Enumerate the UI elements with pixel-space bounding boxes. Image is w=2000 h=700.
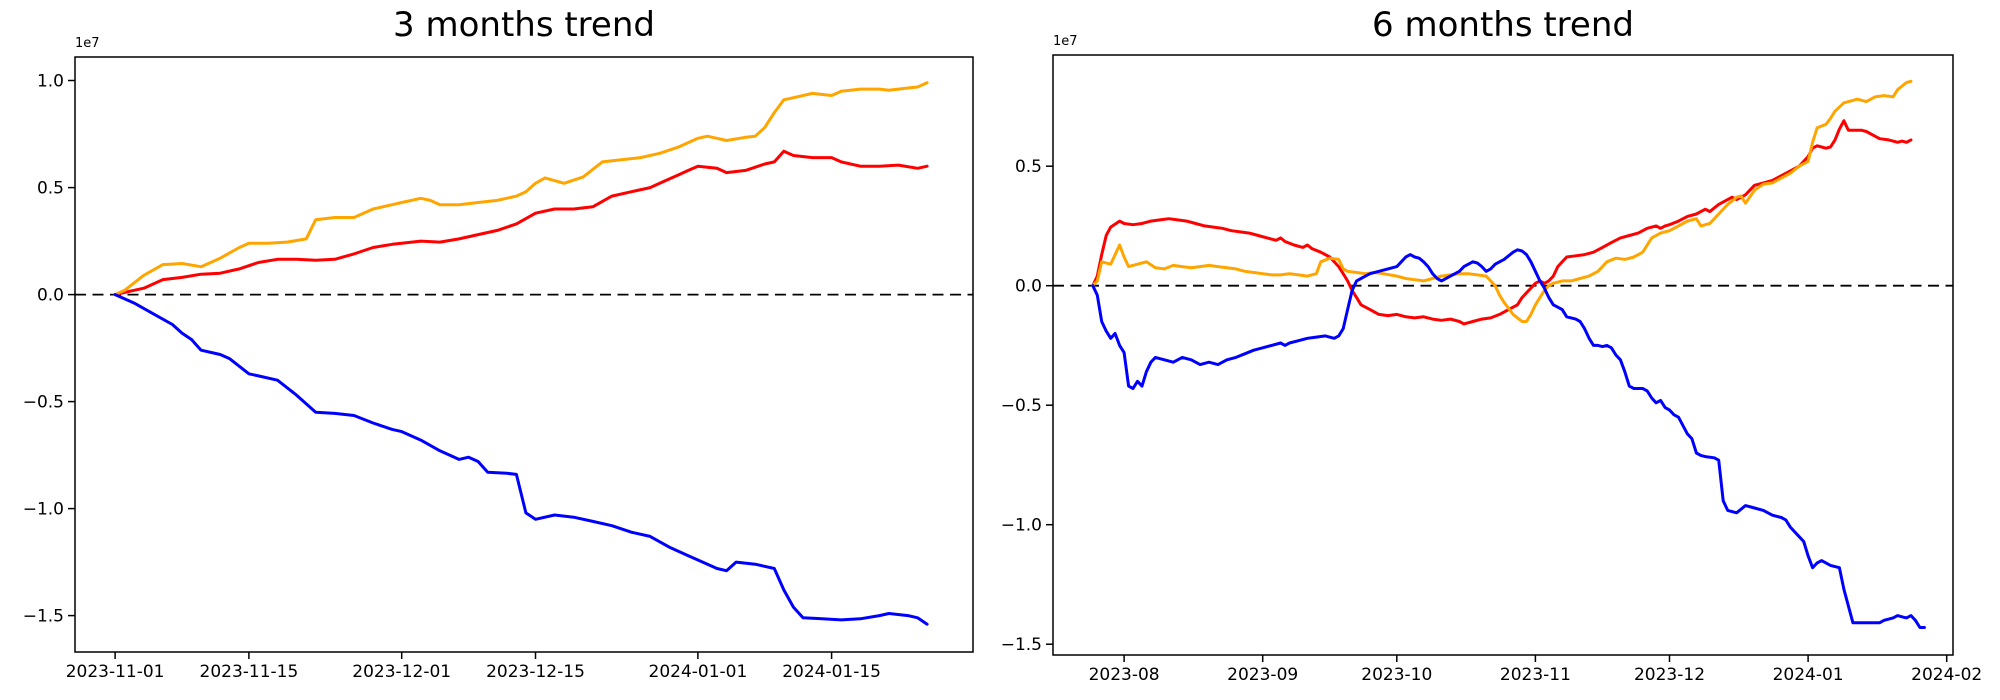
x-tick-label: 2023-12-01 <box>352 662 451 682</box>
x-tick-label: 2024-01-01 <box>649 662 748 682</box>
y-tick-label: −1.0 <box>1001 516 1042 536</box>
x-tick-label: 2023-11 <box>1500 665 1571 685</box>
x-tick-label: 2023-09 <box>1227 665 1298 685</box>
x-tick-label: 2023-12 <box>1634 665 1705 685</box>
chart-3-months-trend: 2023-11-01 2023-11-15 2023-12-01 2023-12-15… <box>23 5 974 682</box>
y-axis-offset-label: 1e7 <box>75 36 100 51</box>
y-tick-label: −1.0 <box>23 500 64 520</box>
series-orange-line <box>113 81 929 297</box>
y-tick-label: 0.0 <box>37 286 64 306</box>
y-tick-label: 0.5 <box>37 179 64 199</box>
x-tick-label: 2023-12-15 <box>486 662 585 682</box>
x-tick-label: 2023-10 <box>1361 665 1432 685</box>
x-tick-label: 2023-11-01 <box>66 662 165 682</box>
plot-frame <box>1052 54 1954 656</box>
y-axis-offset-label: 1e7 <box>1053 34 1078 49</box>
y-tick-label: 0.0 <box>1015 277 1042 297</box>
x-tick-label: 2023-08 <box>1089 665 1160 685</box>
series-orange-line <box>1091 79 1913 323</box>
y-tick-label: −0.5 <box>23 393 64 413</box>
x-tick-label: 2024-02 <box>1911 665 1982 685</box>
series-red-line <box>1091 119 1913 326</box>
series-blue-line <box>1091 248 1926 629</box>
y-tick-label: −0.5 <box>1001 396 1042 416</box>
series-blue-line <box>113 293 929 626</box>
y-tick-label: 1.0 <box>37 72 64 92</box>
series-red-line <box>113 149 929 297</box>
chart-6-months-trend: 2023-08 2023-09 2023-10 2023-11 2023-12 2024-… <box>1001 5 1982 685</box>
plot-frame <box>74 56 974 653</box>
y-tick-label: 0.5 <box>1015 157 1042 177</box>
x-tick-label: 2024-01 <box>1773 665 1844 685</box>
chart-title: 3 months trend <box>393 5 655 45</box>
chart-title: 6 months trend <box>1372 5 1634 45</box>
y-tick-label: −1.5 <box>1001 635 1042 655</box>
x-tick-label: 2024-01-15 <box>782 662 881 682</box>
x-tick-label: 2023-11-15 <box>200 662 299 682</box>
y-tick-label: −1.5 <box>23 607 64 627</box>
